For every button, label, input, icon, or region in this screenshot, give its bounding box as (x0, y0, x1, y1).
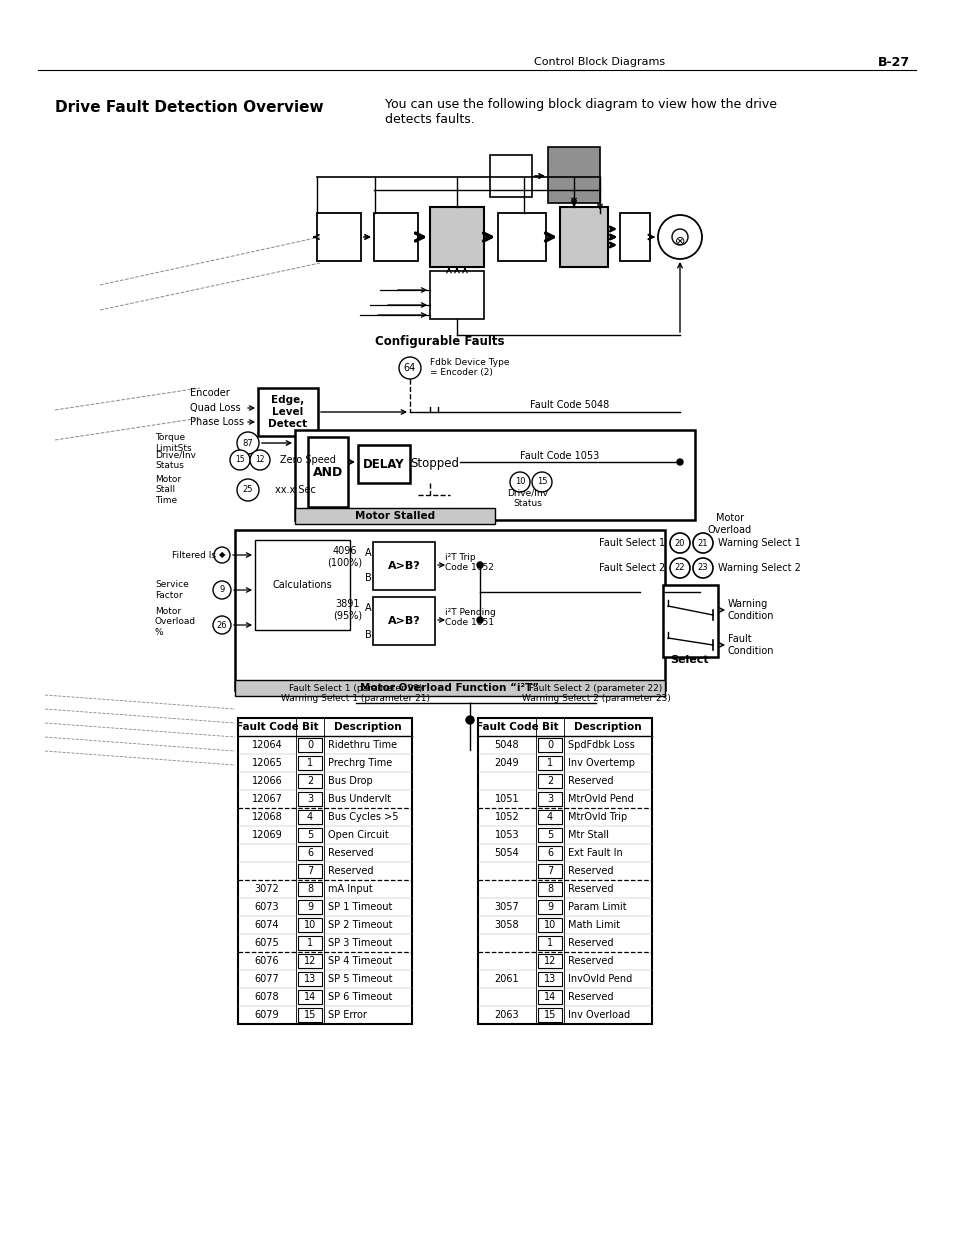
Text: Fault Select 1 (parameter 20)
Warning Select 1 (parameter 21): Fault Select 1 (parameter 20) Warning Se… (281, 684, 430, 703)
Text: Bit: Bit (301, 722, 318, 732)
Text: Ridethru Time: Ridethru Time (328, 740, 396, 750)
Text: Fdbk Device Type
= Encoder (2): Fdbk Device Type = Encoder (2) (430, 358, 509, 378)
Circle shape (398, 357, 420, 379)
Text: mA Input: mA Input (328, 884, 373, 894)
Text: 22: 22 (674, 563, 684, 573)
Text: 7: 7 (546, 866, 553, 876)
Text: AND: AND (313, 466, 343, 478)
Bar (537, 774, 561, 788)
Text: B-27: B-27 (877, 56, 909, 68)
Text: 6073: 6073 (254, 902, 279, 911)
Text: Drive/Inv
Status: Drive/Inv Status (154, 451, 195, 469)
Bar (297, 918, 322, 932)
Text: 1: 1 (307, 758, 313, 768)
Bar (297, 882, 322, 897)
Bar (297, 953, 322, 968)
Circle shape (658, 215, 701, 259)
Text: Bit: Bit (541, 722, 558, 732)
Bar (537, 900, 561, 914)
Bar (316, 212, 360, 261)
Text: i²T Pending
Code 1051: i²T Pending Code 1051 (444, 608, 496, 627)
Text: SpdFdbk Loss: SpdFdbk Loss (567, 740, 634, 750)
Bar (308, 437, 348, 508)
Text: Math Limit: Math Limit (567, 920, 619, 930)
Text: i²T Trip
Code 1052: i²T Trip Code 1052 (444, 553, 494, 572)
Text: Edge,
Level
Detect: Edge, Level Detect (268, 395, 307, 429)
Text: MtrOvld Trip: MtrOvld Trip (567, 811, 626, 823)
Text: Param Limit: Param Limit (567, 902, 626, 911)
Bar (547, 147, 599, 203)
Text: 10: 10 (304, 920, 315, 930)
Text: 4: 4 (307, 811, 313, 823)
Bar (297, 936, 322, 950)
Bar (537, 827, 561, 842)
Bar (237, 718, 412, 1024)
Bar (490, 156, 532, 198)
Text: 2049: 2049 (495, 758, 518, 768)
Text: 15: 15 (543, 1010, 556, 1020)
Text: Stopped: Stopped (410, 457, 459, 471)
Text: 1: 1 (546, 939, 553, 948)
Text: 6: 6 (546, 848, 553, 858)
Circle shape (236, 432, 258, 454)
Bar (257, 388, 317, 436)
Bar (537, 953, 561, 968)
Bar (234, 530, 664, 690)
Circle shape (236, 479, 258, 501)
Text: 0: 0 (307, 740, 313, 750)
Text: 14: 14 (304, 992, 315, 1002)
Text: DELAY: DELAY (363, 457, 404, 471)
Bar (297, 792, 322, 806)
Text: 6074: 6074 (254, 920, 279, 930)
Text: 4096
(100%): 4096 (100%) (327, 546, 361, 568)
Bar (537, 972, 561, 986)
Text: SP 6 Timeout: SP 6 Timeout (328, 992, 392, 1002)
Bar (297, 810, 322, 824)
Text: 87: 87 (242, 438, 253, 447)
Text: Select: Select (670, 655, 709, 664)
Text: Inv Overload: Inv Overload (567, 1010, 630, 1020)
Bar (357, 445, 410, 483)
Text: 1: 1 (307, 939, 313, 948)
Bar (477, 718, 651, 1024)
Text: Fault Select 1: Fault Select 1 (598, 538, 664, 548)
Text: 12067: 12067 (252, 794, 282, 804)
Circle shape (476, 618, 482, 622)
Bar (294, 508, 495, 524)
Text: 1052: 1052 (494, 811, 518, 823)
Text: 15: 15 (537, 478, 547, 487)
Circle shape (230, 450, 250, 471)
Text: Description: Description (334, 722, 401, 732)
Text: 15: 15 (235, 456, 245, 464)
Text: 6079: 6079 (254, 1010, 279, 1020)
Text: xx.x Sec: xx.x Sec (274, 485, 315, 495)
Text: 2061: 2061 (495, 974, 518, 984)
Text: ◆: ◆ (218, 551, 225, 559)
Bar (297, 1008, 322, 1023)
Circle shape (476, 562, 482, 568)
Bar (297, 864, 322, 878)
Text: Fault Select 2 (parameter 22)
Warning Select 2 (parameter 23): Fault Select 2 (parameter 22) Warning Se… (521, 684, 670, 703)
Text: 1: 1 (546, 758, 553, 768)
Text: Fault Code 5048: Fault Code 5048 (530, 400, 609, 410)
Circle shape (213, 616, 231, 634)
Text: Mtr Stall: Mtr Stall (567, 830, 608, 840)
Text: 26: 26 (216, 620, 227, 630)
Text: Phase Loss: Phase Loss (190, 417, 244, 427)
Text: 21: 21 (697, 538, 707, 547)
Text: 3: 3 (546, 794, 553, 804)
Text: 12064: 12064 (252, 740, 282, 750)
Text: Prechrg Time: Prechrg Time (328, 758, 392, 768)
Text: Fault Code: Fault Code (235, 722, 298, 732)
Text: 9: 9 (546, 902, 553, 911)
Text: 9: 9 (307, 902, 313, 911)
Text: SP 1 Timeout: SP 1 Timeout (328, 902, 392, 911)
Bar (373, 597, 435, 645)
Text: 7: 7 (307, 866, 313, 876)
Bar (537, 882, 561, 897)
Text: 6076: 6076 (254, 956, 279, 966)
Bar (537, 864, 561, 878)
Text: 2: 2 (307, 776, 313, 785)
Text: 5054: 5054 (494, 848, 518, 858)
Circle shape (465, 716, 474, 724)
